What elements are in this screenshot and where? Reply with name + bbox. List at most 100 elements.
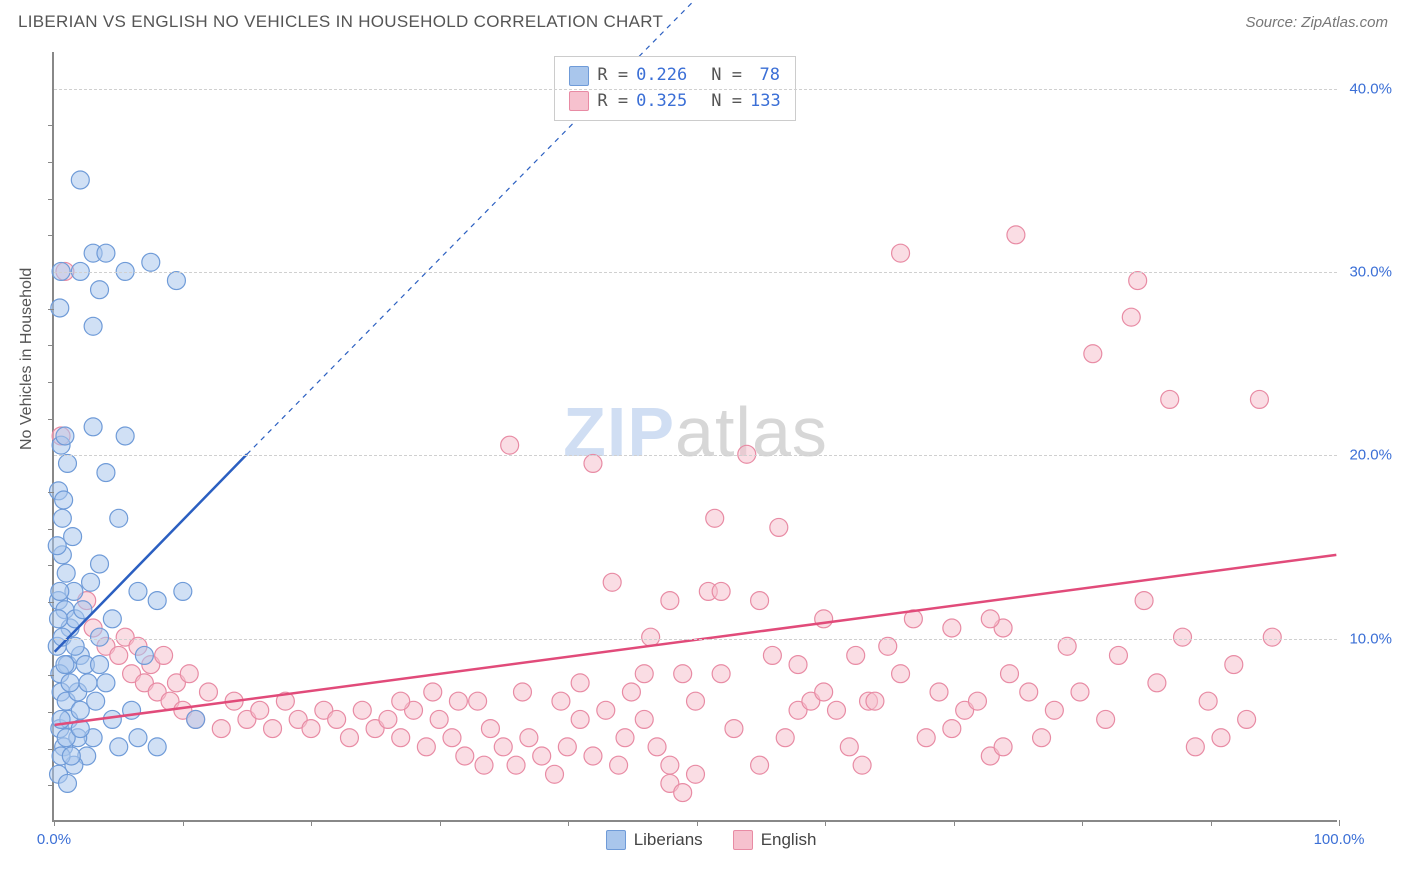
data-point <box>87 692 105 710</box>
data-point <box>135 646 153 664</box>
data-point <box>50 610 68 628</box>
y-tick-mark <box>48 492 54 493</box>
data-point <box>738 445 756 463</box>
legend-label-b: English <box>761 830 817 850</box>
x-tick-label: 100.0% <box>1314 831 1365 848</box>
stats-row-b: R = 0.325 N = 133 <box>569 89 780 115</box>
y-tick-mark <box>48 235 54 236</box>
data-point <box>622 683 640 701</box>
y-tick-mark <box>48 675 54 676</box>
y-tick-mark <box>48 712 54 713</box>
data-point <box>494 738 512 756</box>
data-point <box>1161 390 1179 408</box>
data-point <box>1122 308 1140 326</box>
y-tick-mark <box>48 419 54 420</box>
data-point <box>687 692 705 710</box>
y-tick-mark <box>48 162 54 163</box>
data-point <box>1001 665 1019 683</box>
data-point <box>57 564 75 582</box>
data-point <box>1007 226 1025 244</box>
scatter-svg <box>54 52 1337 820</box>
data-point <box>597 701 615 719</box>
data-point <box>840 738 858 756</box>
y-axis-label: No Vehicles in Household <box>18 268 36 450</box>
series-legend: Liberians English <box>606 830 817 850</box>
data-point <box>603 573 621 591</box>
x-tick-mark <box>1211 820 1212 826</box>
data-point <box>456 747 474 765</box>
data-point <box>1071 683 1089 701</box>
swatch-a <box>569 66 589 86</box>
y-tick-label: 20.0% <box>1349 447 1392 464</box>
y-tick-mark <box>48 602 54 603</box>
plot-area: ZIPatlas R = 0.226 N = 78 R = 0.325 N = … <box>52 52 1337 822</box>
data-point <box>110 509 128 527</box>
y-tick-mark <box>48 309 54 310</box>
data-point <box>84 418 102 436</box>
data-point <box>443 729 461 747</box>
x-tick-mark <box>183 820 184 826</box>
data-point <box>475 756 493 774</box>
chart-title: LIBERIAN VS ENGLISH NO VEHICLES IN HOUSE… <box>18 12 663 32</box>
y-tick-mark <box>48 345 54 346</box>
data-point <box>148 738 166 756</box>
data-point <box>1097 710 1115 728</box>
data-point <box>91 656 109 674</box>
data-point <box>507 756 525 774</box>
data-point <box>930 683 948 701</box>
data-point <box>571 674 589 692</box>
data-point <box>763 646 781 664</box>
x-tick-mark <box>440 820 441 826</box>
data-point <box>48 537 66 555</box>
data-point <box>56 656 74 674</box>
data-point <box>103 710 121 728</box>
data-point <box>82 573 100 591</box>
data-point <box>917 729 935 747</box>
x-tick-mark <box>311 820 312 826</box>
y-tick-label: 40.0% <box>1349 80 1392 97</box>
data-point <box>469 692 487 710</box>
data-point <box>129 729 147 747</box>
gridline <box>54 455 1337 456</box>
data-point <box>943 619 961 637</box>
data-point <box>674 784 692 802</box>
y-tick-mark <box>48 749 54 750</box>
data-point <box>1199 692 1217 710</box>
legend-item-b: English <box>733 830 817 850</box>
data-point <box>251 701 269 719</box>
data-point <box>328 710 346 728</box>
y-tick-label: 10.0% <box>1349 630 1392 647</box>
data-point <box>392 692 410 710</box>
data-point <box>610 756 628 774</box>
data-point <box>353 701 371 719</box>
x-tick-label: 0.0% <box>37 831 71 848</box>
data-point <box>55 491 73 509</box>
data-point <box>847 646 865 664</box>
y-tick-mark <box>48 565 54 566</box>
data-point <box>513 683 531 701</box>
data-point <box>661 756 679 774</box>
data-point <box>866 692 884 710</box>
n-label-a: N = <box>711 63 742 89</box>
y-tick-mark <box>48 785 54 786</box>
data-point <box>97 674 115 692</box>
data-point <box>776 729 794 747</box>
data-point <box>148 592 166 610</box>
data-point <box>1250 390 1268 408</box>
data-point <box>1263 628 1281 646</box>
gridline <box>54 89 1337 90</box>
data-point <box>51 582 69 600</box>
data-point <box>552 692 570 710</box>
data-point <box>424 683 442 701</box>
x-tick-mark <box>1339 820 1340 826</box>
data-point <box>392 729 410 747</box>
data-point <box>91 555 109 573</box>
n-value-b: 133 <box>750 89 781 115</box>
data-point <box>1135 592 1153 610</box>
y-tick-mark <box>48 199 54 200</box>
data-point <box>174 582 192 600</box>
x-tick-mark <box>697 820 698 826</box>
data-point <box>129 582 147 600</box>
data-point <box>725 720 743 738</box>
data-point <box>187 710 205 728</box>
